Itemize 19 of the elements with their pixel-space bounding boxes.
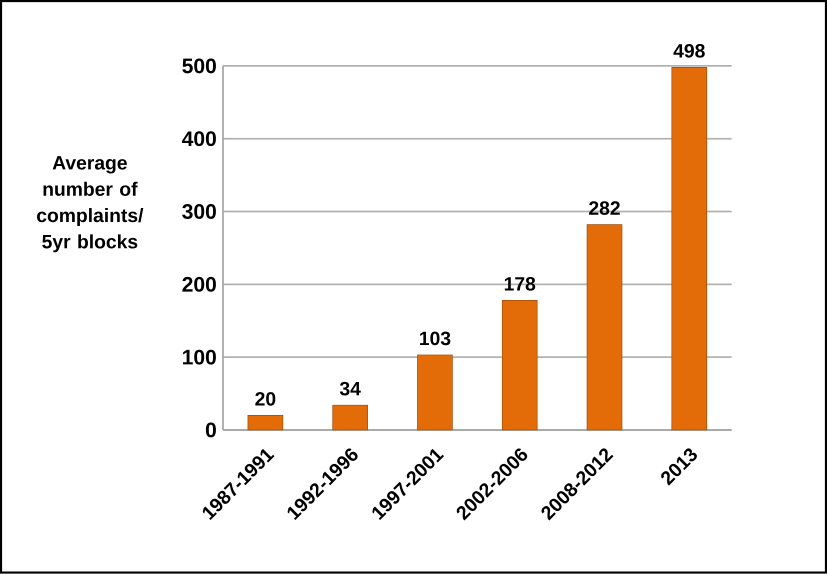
y-tick-label: 500	[182, 58, 216, 74]
bar	[417, 354, 453, 430]
y-tick-label: 200	[182, 277, 216, 292]
bar	[332, 405, 368, 430]
bar	[671, 67, 708, 430]
bar	[248, 415, 284, 430]
data-label: 178	[504, 277, 536, 291]
data-label: 103	[420, 332, 450, 346]
data-label: 498	[674, 44, 705, 58]
y-tick-label: 400	[182, 131, 216, 146]
data-label: 34	[340, 382, 361, 396]
data-label: 20	[255, 392, 276, 406]
bar	[502, 300, 538, 430]
y-tick-label: 300	[182, 204, 216, 220]
bar	[586, 224, 622, 430]
y-tick-label: 0	[206, 422, 216, 438]
y-axis-title: Average number of complaints/ 5yr blocks	[37, 156, 144, 252]
y-tick-label: 100	[183, 350, 216, 365]
data-label: 282	[589, 201, 620, 216]
